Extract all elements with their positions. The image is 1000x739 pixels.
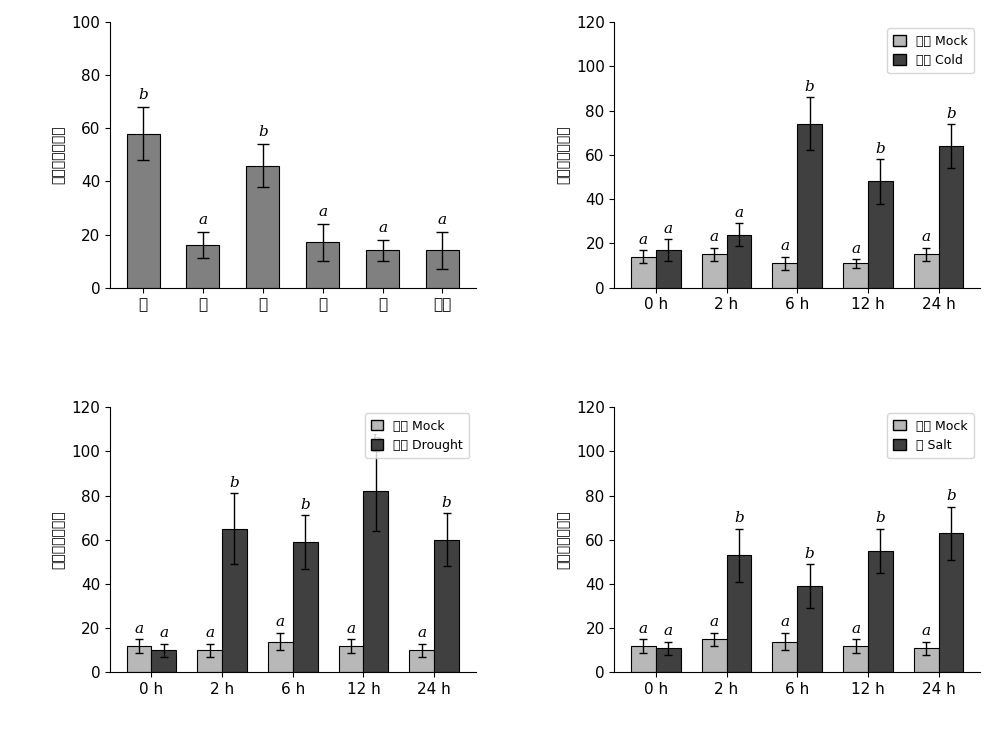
Bar [727,555,751,672]
Text: b: b [300,498,310,512]
Text: a: a [347,622,356,636]
Bar [151,650,176,672]
Bar [656,648,681,672]
Text: a: a [205,627,214,641]
Text: a: a [780,239,789,253]
Bar [631,256,656,287]
Bar [702,639,727,672]
Text: b: b [371,434,381,448]
Text: b: b [230,476,239,490]
Y-axis label: 基因相对表达量: 基因相对表达量 [556,511,570,569]
Text: b: b [875,142,885,156]
Text: a: a [318,205,327,219]
Text: a: a [159,627,168,641]
Bar [914,254,939,287]
Bar [186,245,219,287]
Bar [727,234,751,287]
Text: a: a [734,206,743,220]
Text: b: b [875,511,885,525]
Bar [797,586,822,672]
Text: a: a [922,231,931,245]
Bar [843,263,868,287]
Text: a: a [198,213,208,227]
Y-axis label: 基因相对表达量: 基因相对表达量 [52,126,66,184]
Bar [434,539,459,672]
Text: a: a [780,616,789,630]
Text: a: a [378,220,387,234]
Bar [868,551,893,672]
Bar [363,491,388,672]
Text: b: b [138,88,148,102]
Text: a: a [134,622,144,636]
Bar [656,250,681,287]
Bar [772,263,797,287]
Bar [702,254,727,287]
Bar [127,646,151,672]
Bar [127,134,160,287]
Bar [631,646,656,672]
Text: a: a [417,627,426,641]
Text: a: a [664,222,673,236]
Text: a: a [276,616,285,630]
Bar [939,146,963,287]
Text: a: a [710,231,719,245]
Bar [222,528,247,672]
Text: a: a [639,233,648,247]
Y-axis label: 基因相对表达量: 基因相对表达量 [52,511,66,569]
Bar [339,646,363,672]
Bar [366,251,399,287]
Text: a: a [851,622,860,636]
Legend: 对照 Mock, 低温 Cold: 对照 Mock, 低温 Cold [887,28,974,73]
Text: b: b [805,80,814,94]
Text: b: b [946,489,956,503]
Bar [246,166,279,287]
Bar [293,542,318,672]
Bar [843,646,868,672]
Bar [197,650,222,672]
Text: b: b [734,511,744,525]
Bar [797,124,822,287]
Text: b: b [258,125,268,139]
Bar [868,182,893,287]
Text: a: a [664,624,673,638]
Text: b: b [805,547,814,561]
Bar [409,650,434,672]
Bar [772,641,797,672]
Legend: 对照 Mock, 盐 Salt: 对照 Mock, 盐 Salt [887,413,974,458]
Text: a: a [438,213,447,227]
Text: a: a [922,624,931,638]
Text: b: b [442,496,451,510]
Text: a: a [639,622,648,636]
Bar [939,533,963,672]
Text: b: b [946,106,956,120]
Bar [914,648,939,672]
Legend: 对照 Mock, 干旱 Drought: 对照 Mock, 干旱 Drought [365,413,469,458]
Bar [306,242,339,287]
Text: a: a [851,242,860,256]
Bar [268,641,293,672]
Bar [426,251,459,287]
Y-axis label: 基因相对表达量: 基因相对表达量 [556,126,570,184]
Text: a: a [710,616,719,630]
